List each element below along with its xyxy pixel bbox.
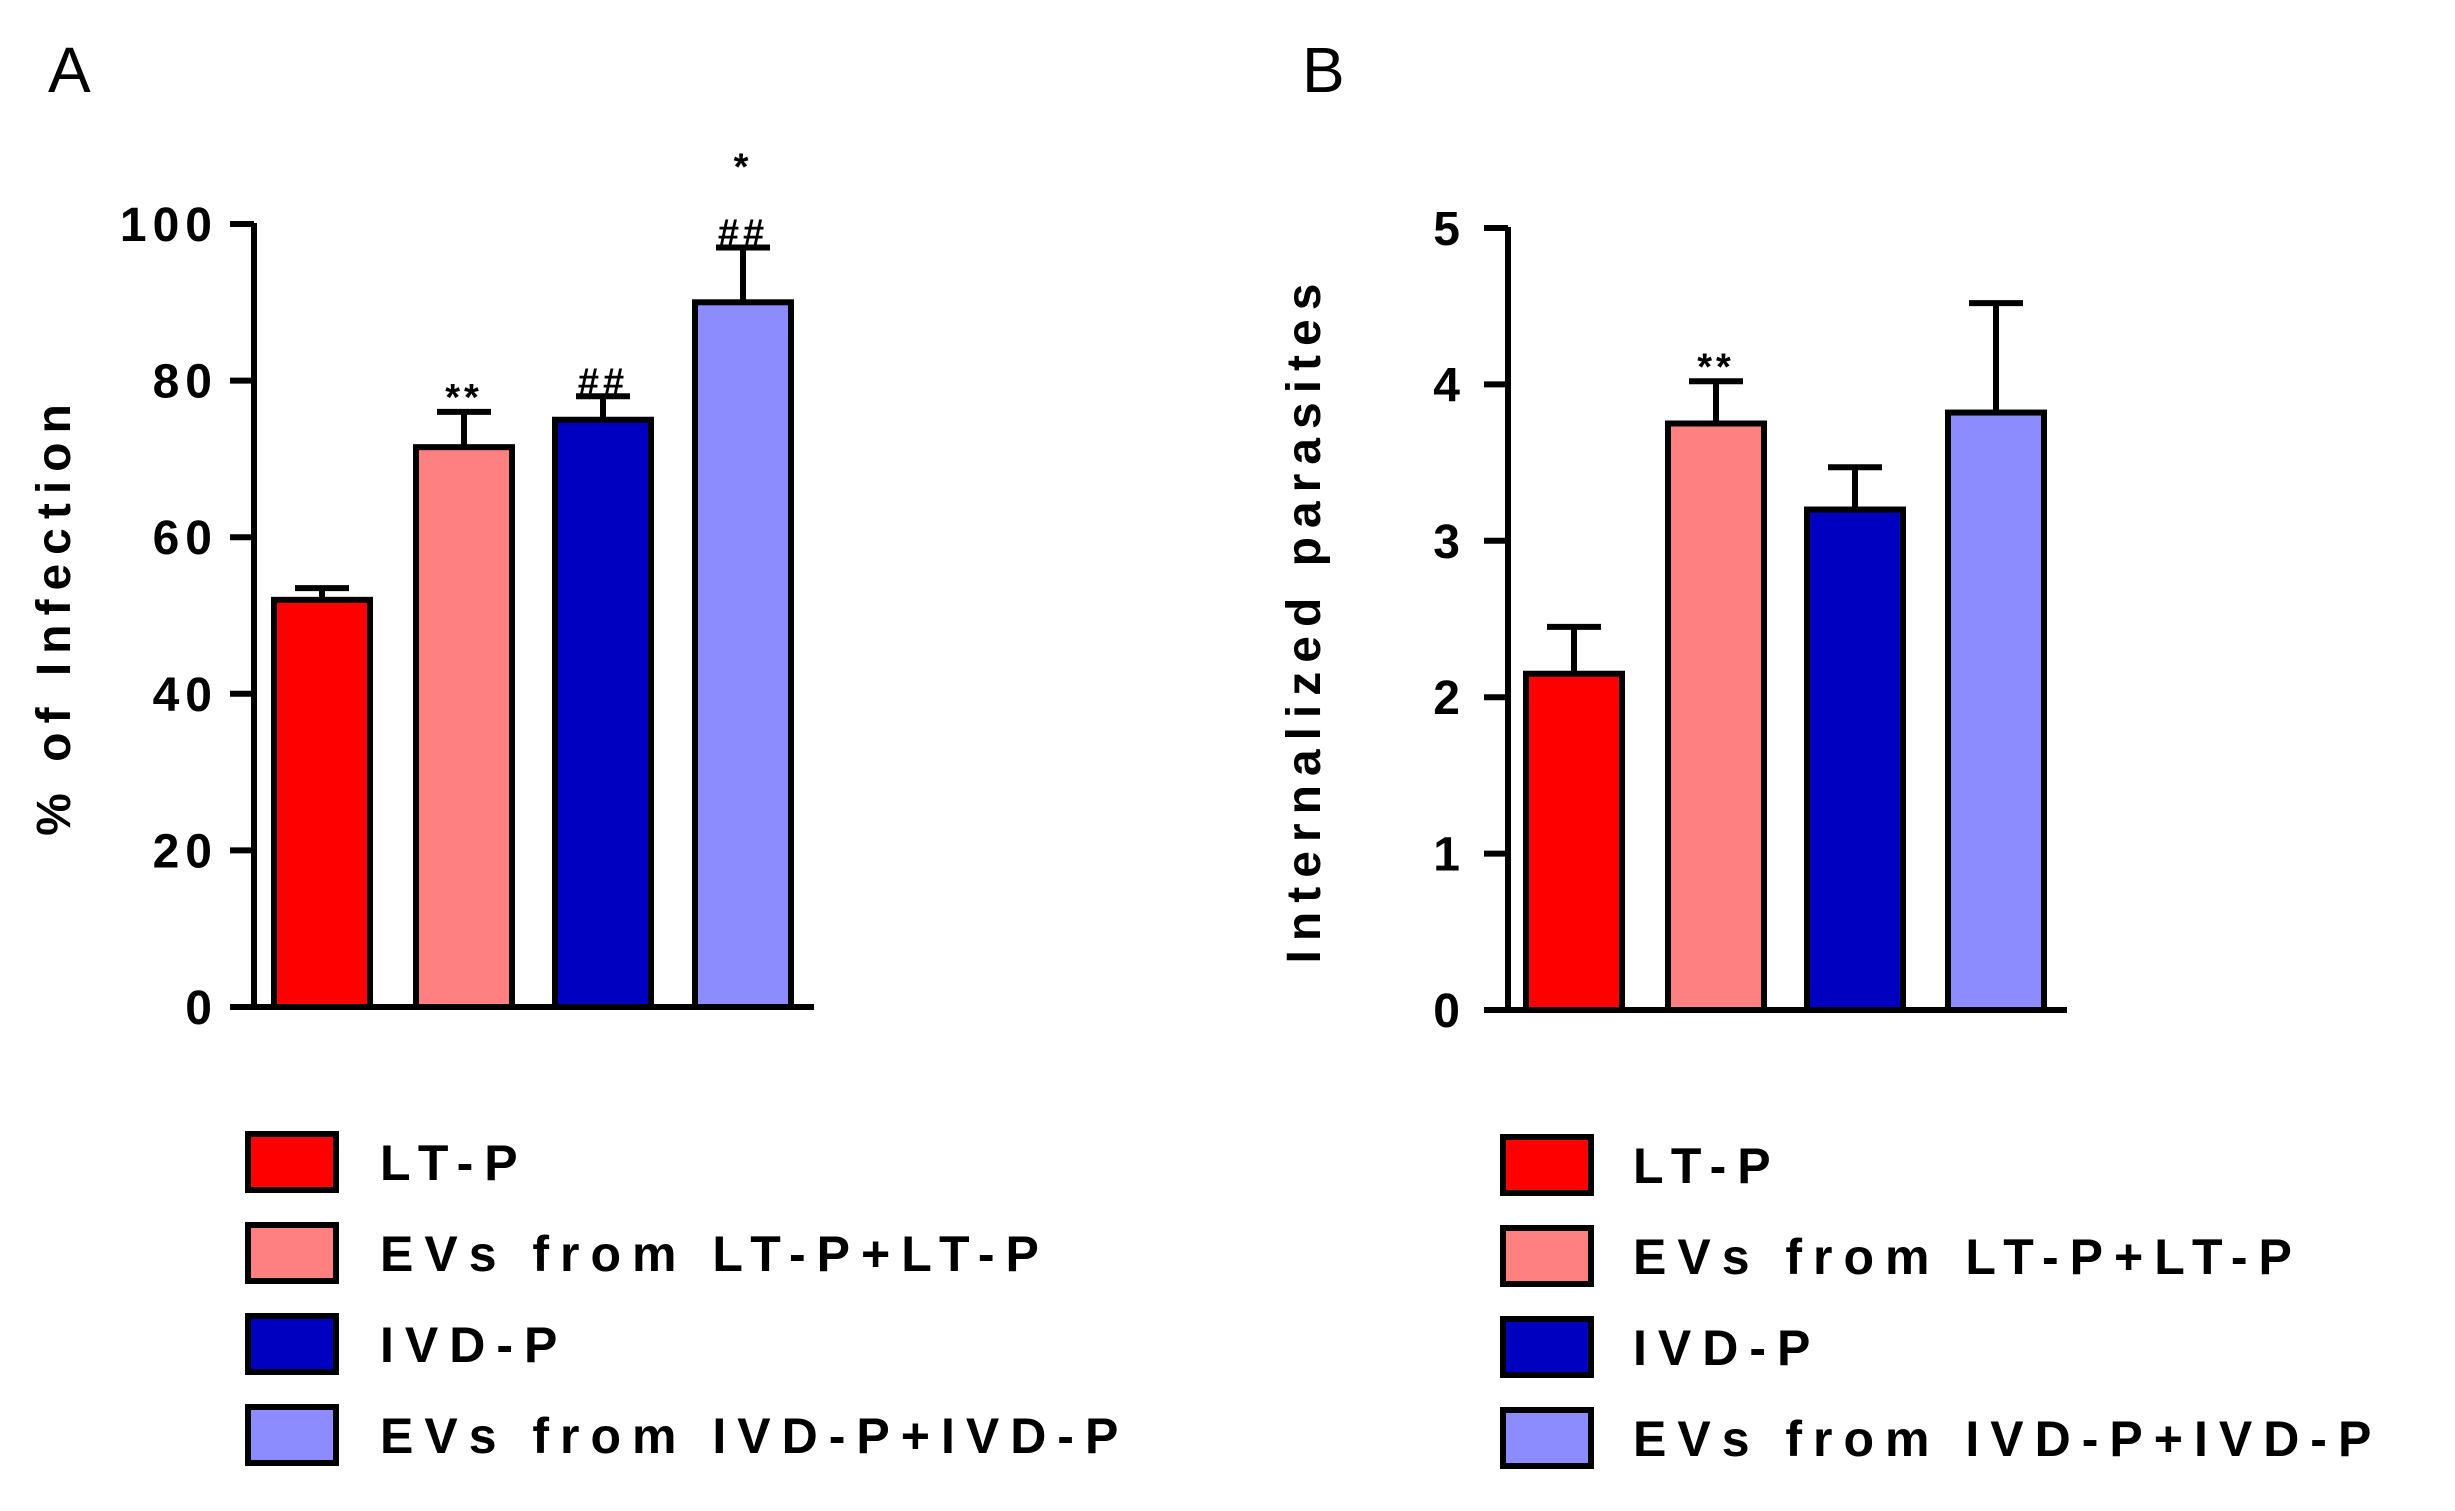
bar-b-lt-p xyxy=(1523,670,1625,1013)
legend-label-b-evs-from-lt-p-lt-p: EVs from LT-P+LT-P xyxy=(1633,1229,2303,1285)
legend-swatch-b-evs-from-ivd-p-ivd-p xyxy=(1500,1407,1594,1469)
legend-label-b-lt-p: LT-P xyxy=(1633,1138,1782,1194)
bar-b-ivd-p xyxy=(1804,506,1906,1013)
y-tick-label-a-1: 20 xyxy=(153,825,218,878)
bar-a-evs-from-lt-p-lt-p xyxy=(413,444,515,1010)
legend-label-b-evs-from-ivd-p-ivd-p: EVs from IVD-P+IVD-P xyxy=(1633,1411,2382,1467)
panel-b: B 0 1 2 3 4 5 Internalized parasites ** LT-P EVs f… xyxy=(1278,34,2382,1469)
legend-swatch-a-ivd-p xyxy=(245,1313,339,1375)
bar-b-evs-from-ivd-p-ivd-p xyxy=(1945,409,2047,1013)
bar-a-lt-p xyxy=(271,596,373,1011)
panel-a: A 0 20 40 60 80 100 % of Infection ** ## * ## LT-P EV… xyxy=(28,34,1129,1466)
legend-swatch-a-lt-p xyxy=(245,1131,339,1193)
y-axis-label-a: % of Infection xyxy=(28,395,81,836)
y-tick-label-b-1: 1 xyxy=(1433,829,1466,882)
y-axis-label-b: Internalized parasites xyxy=(1278,275,1331,964)
y-tick-label-a-0: 0 xyxy=(185,982,218,1035)
panel-letter-b: B xyxy=(1302,34,1345,106)
bar-b-evs-from-lt-p-lt-p xyxy=(1665,420,1767,1013)
significance-mark-a-evs-from-lt-p-lt-p: ** xyxy=(445,377,483,419)
y-tick-label-b-4: 4 xyxy=(1433,359,1466,412)
legend-label-a-ivd-p: IVD-P xyxy=(380,1317,568,1373)
legend-label-b-ivd-p: IVD-P xyxy=(1633,1320,1821,1376)
y-tick-label-b-3: 3 xyxy=(1433,516,1466,569)
legend-swatch-b-evs-from-lt-p-lt-p xyxy=(1500,1225,1594,1287)
y-tick-label-b-5: 5 xyxy=(1433,203,1466,256)
legend-label-a-evs-from-lt-p-lt-p: EVs from LT-P+LT-P xyxy=(380,1226,1050,1282)
significance-mark-a-evs-from-ivd-p-ivd-p: * xyxy=(734,146,753,188)
y-tick-label-b-2: 2 xyxy=(1433,672,1466,725)
legend-swatch-b-ivd-p xyxy=(1500,1316,1594,1378)
y-tick-label-a-2: 40 xyxy=(153,669,218,722)
panel-letter-a: A xyxy=(48,34,91,106)
significance-mark-a-ivd-p: ## xyxy=(578,361,628,403)
legend-label-a-evs-from-ivd-p-ivd-p: EVs from IVD-P+IVD-P xyxy=(380,1408,1129,1464)
legend-swatch-b-lt-p xyxy=(1500,1134,1594,1196)
significance-mark-a-evs-from-ivd-p-ivd-p-1: ## xyxy=(718,212,768,254)
legend-swatch-a-evs-from-ivd-p-ivd-p xyxy=(245,1404,339,1466)
bar-a-evs-from-ivd-p-ivd-p xyxy=(692,299,794,1010)
y-tick-label-a-5: 100 xyxy=(120,199,218,252)
legend-swatch-a-evs-from-lt-p-lt-p xyxy=(245,1222,339,1284)
y-tick-label-a-4: 80 xyxy=(153,356,218,409)
y-tick-label-a-3: 60 xyxy=(153,512,218,565)
legend-label-a-lt-p: LT-P xyxy=(380,1135,529,1191)
significance-mark-b-evs-from-lt-p-lt-p: ** xyxy=(1697,346,1735,388)
y-tick-label-b-0: 0 xyxy=(1433,985,1466,1038)
bar-a-ivd-p xyxy=(552,416,654,1010)
